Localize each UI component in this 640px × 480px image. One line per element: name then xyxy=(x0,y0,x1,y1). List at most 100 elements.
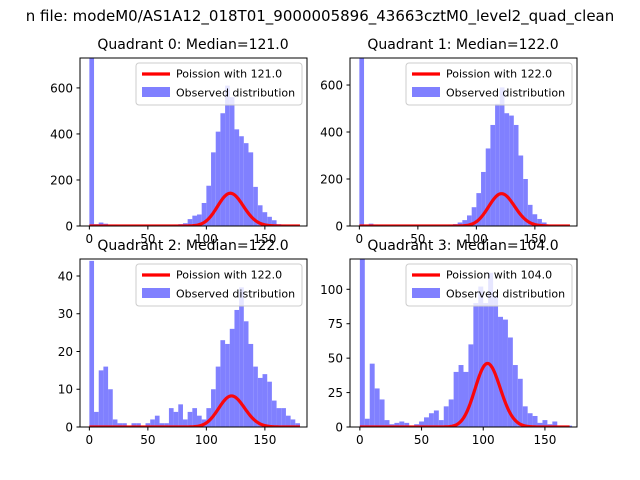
histogram-bar xyxy=(131,423,137,427)
x-tick-label: 150 xyxy=(533,433,556,447)
histogram-bar xyxy=(458,365,464,427)
y-tick-label: 25 xyxy=(328,386,343,400)
histogram-bar xyxy=(225,85,230,226)
histogram-bar xyxy=(359,259,365,427)
histogram-bar xyxy=(537,218,542,226)
x-tick-label: 0 xyxy=(356,232,364,246)
histogram-bar xyxy=(89,260,95,427)
histogram-bar xyxy=(197,214,202,226)
histogram-bar xyxy=(542,420,548,427)
legend: Poission with 122.0 Observed distribution xyxy=(405,62,573,106)
y-tick-label: 200 xyxy=(50,173,73,187)
histogram-bar xyxy=(257,205,263,226)
histogram-bar xyxy=(394,422,400,427)
legend-label-observed: Observed distribution xyxy=(446,87,565,100)
histogram-bar xyxy=(150,419,155,427)
histogram-bar xyxy=(295,423,300,427)
histogram-bar xyxy=(485,148,491,226)
histogram-bar xyxy=(502,319,508,427)
legend-label-poisson: Poission with 122.0 xyxy=(446,68,552,81)
y-tick-label: 600 xyxy=(320,79,343,93)
histogram-bar xyxy=(518,155,524,226)
histogram-bar xyxy=(276,408,282,427)
histogram-bar xyxy=(168,408,174,427)
axes-frame xyxy=(349,57,578,227)
histogram-bar xyxy=(271,220,277,226)
histogram-bar xyxy=(98,222,104,226)
histogram-bar xyxy=(498,316,503,427)
histogram-bar xyxy=(481,171,486,226)
histogram-bar xyxy=(438,420,444,427)
y-tick-label: 50 xyxy=(328,352,343,366)
histogram-bar xyxy=(117,423,123,427)
legend-bar-swatch xyxy=(412,288,440,298)
histogram-bar xyxy=(527,204,533,226)
histogram-bar xyxy=(532,415,538,427)
histogram-bar xyxy=(159,423,165,427)
histogram-bar xyxy=(488,272,494,427)
histogram-bar xyxy=(206,185,212,226)
y-tick-label: 20 xyxy=(58,345,73,359)
y-tick-label: 40 xyxy=(58,269,73,283)
histogram-bar xyxy=(234,129,240,226)
legend-label-observed: Observed distribution xyxy=(446,288,565,301)
histogram-bar xyxy=(206,408,212,427)
histogram-bar xyxy=(229,97,235,226)
histogram-bar xyxy=(122,423,127,427)
histogram-bar xyxy=(257,377,263,427)
legend-label-observed: Observed distribution xyxy=(176,288,295,301)
y-tick-label: 0 xyxy=(335,421,343,435)
histogram-bar xyxy=(532,214,538,226)
histogram-bar xyxy=(424,417,429,427)
histogram-bar xyxy=(94,411,99,427)
histogram-bar xyxy=(253,186,258,226)
quadrant-2-title: Quadrant 2: Median=122.0 xyxy=(97,238,288,254)
legend-box xyxy=(405,263,573,307)
x-tick-label: 100 xyxy=(195,232,218,246)
histogram-bar xyxy=(448,399,454,427)
histogram-bar xyxy=(267,381,272,427)
y-tick-label: 400 xyxy=(50,127,73,141)
histogram-bar xyxy=(211,389,216,427)
x-tick-label: 150 xyxy=(523,232,546,246)
histogram-bar xyxy=(490,124,496,226)
quadrant-1-title: Quadrant 1: Median=122.0 xyxy=(367,37,558,53)
x-tick-label: 100 xyxy=(465,232,488,246)
histogram-bar xyxy=(399,421,405,427)
legend-box xyxy=(135,62,303,106)
histogram-bar xyxy=(234,309,240,427)
histogram-bar xyxy=(248,152,254,226)
histogram-bar xyxy=(552,421,558,427)
histogram-bar xyxy=(509,115,514,226)
histogram-bar xyxy=(253,366,258,427)
histogram-bar xyxy=(262,374,268,427)
histogram-bar xyxy=(154,415,160,427)
histogram-bar xyxy=(433,410,439,427)
histogram-bar xyxy=(453,371,459,427)
histogram-bar xyxy=(262,212,268,226)
legend-box xyxy=(135,263,303,307)
axes-frame xyxy=(349,258,578,428)
histogram-bar xyxy=(164,423,169,427)
histogram-bar xyxy=(108,389,113,427)
axes-frame xyxy=(79,57,308,227)
histogram-bar xyxy=(428,413,434,427)
quadrant-3-panel: Quadrant 3: Median=104.0 0 50 100 150 0 25 50 7… xyxy=(320,238,578,447)
plot-area xyxy=(88,58,301,226)
histogram-bar xyxy=(98,370,104,427)
y-tick-label: 0 xyxy=(65,421,73,435)
histogram-bar xyxy=(267,216,272,226)
x-tick-label: 100 xyxy=(472,433,495,447)
histogram-bar xyxy=(374,388,380,427)
histogram-bar xyxy=(201,202,207,226)
y-tick-label: 10 xyxy=(58,383,73,397)
histogram-bar xyxy=(187,411,193,427)
histogram-bar xyxy=(478,286,484,427)
histogram-bar xyxy=(457,222,463,226)
histogram-bar xyxy=(192,215,198,226)
y-tick-label: 75 xyxy=(328,317,343,331)
legend: Poission with 122.0 Observed distribution xyxy=(135,263,303,307)
legend: Poission with 104.0 Observed distribution xyxy=(405,263,573,307)
x-tick-label: 50 xyxy=(410,232,425,246)
quadrant-3-title: Quadrant 3: Median=104.0 xyxy=(367,238,558,254)
